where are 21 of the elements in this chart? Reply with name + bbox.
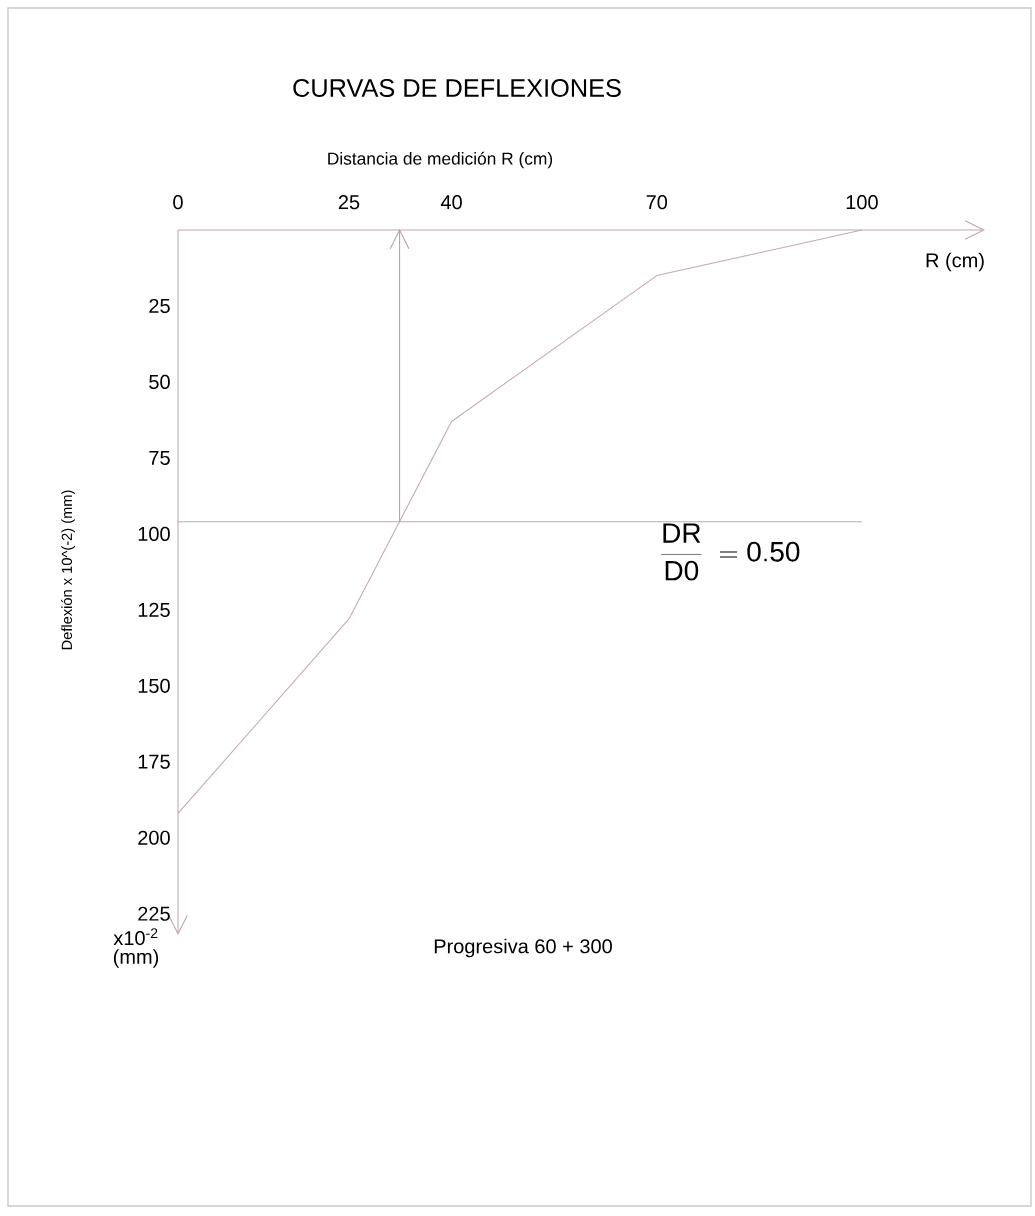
y-tick-label: 75 (149, 450, 170, 465)
x-axis-title: Distancia de medición R (cm) (328, 151, 553, 169)
annotation: R (cm) (926, 252, 984, 272)
y-tick-label: 175 (138, 754, 170, 769)
x-tick-label: 40 (440, 195, 462, 210)
x-tick-label: 70 (646, 195, 668, 210)
y-tick-label: 125 (138, 602, 170, 617)
annotation: $\frac{\mathrm{DR}}{\mathrm{D0}}\ =\mathrm{0.50}$ (661, 523, 800, 581)
y-tick-label: 225 (138, 906, 170, 921)
text: Progresiva 60 + 300 (434, 938, 612, 958)
x-tick-label: 25 (338, 195, 360, 210)
chart-title: CURVAS DE DEFLEXIONES (293, 79, 621, 97)
y-tick-label: 150 (138, 678, 170, 693)
y-axis-title: Deflexión x 10^(-2) (mm) (61, 490, 75, 650)
x-tick-label: 100 (846, 195, 878, 210)
y-tick-label: 25 (149, 298, 170, 314)
y-tick-label: 100 (138, 526, 170, 541)
y-tick-label: 50 (149, 374, 170, 390)
x-tick-label: 0 (173, 195, 183, 210)
y-tick-label: 200 (138, 830, 170, 845)
text: x10$^{-2}$ (mm) (113, 928, 159, 968)
